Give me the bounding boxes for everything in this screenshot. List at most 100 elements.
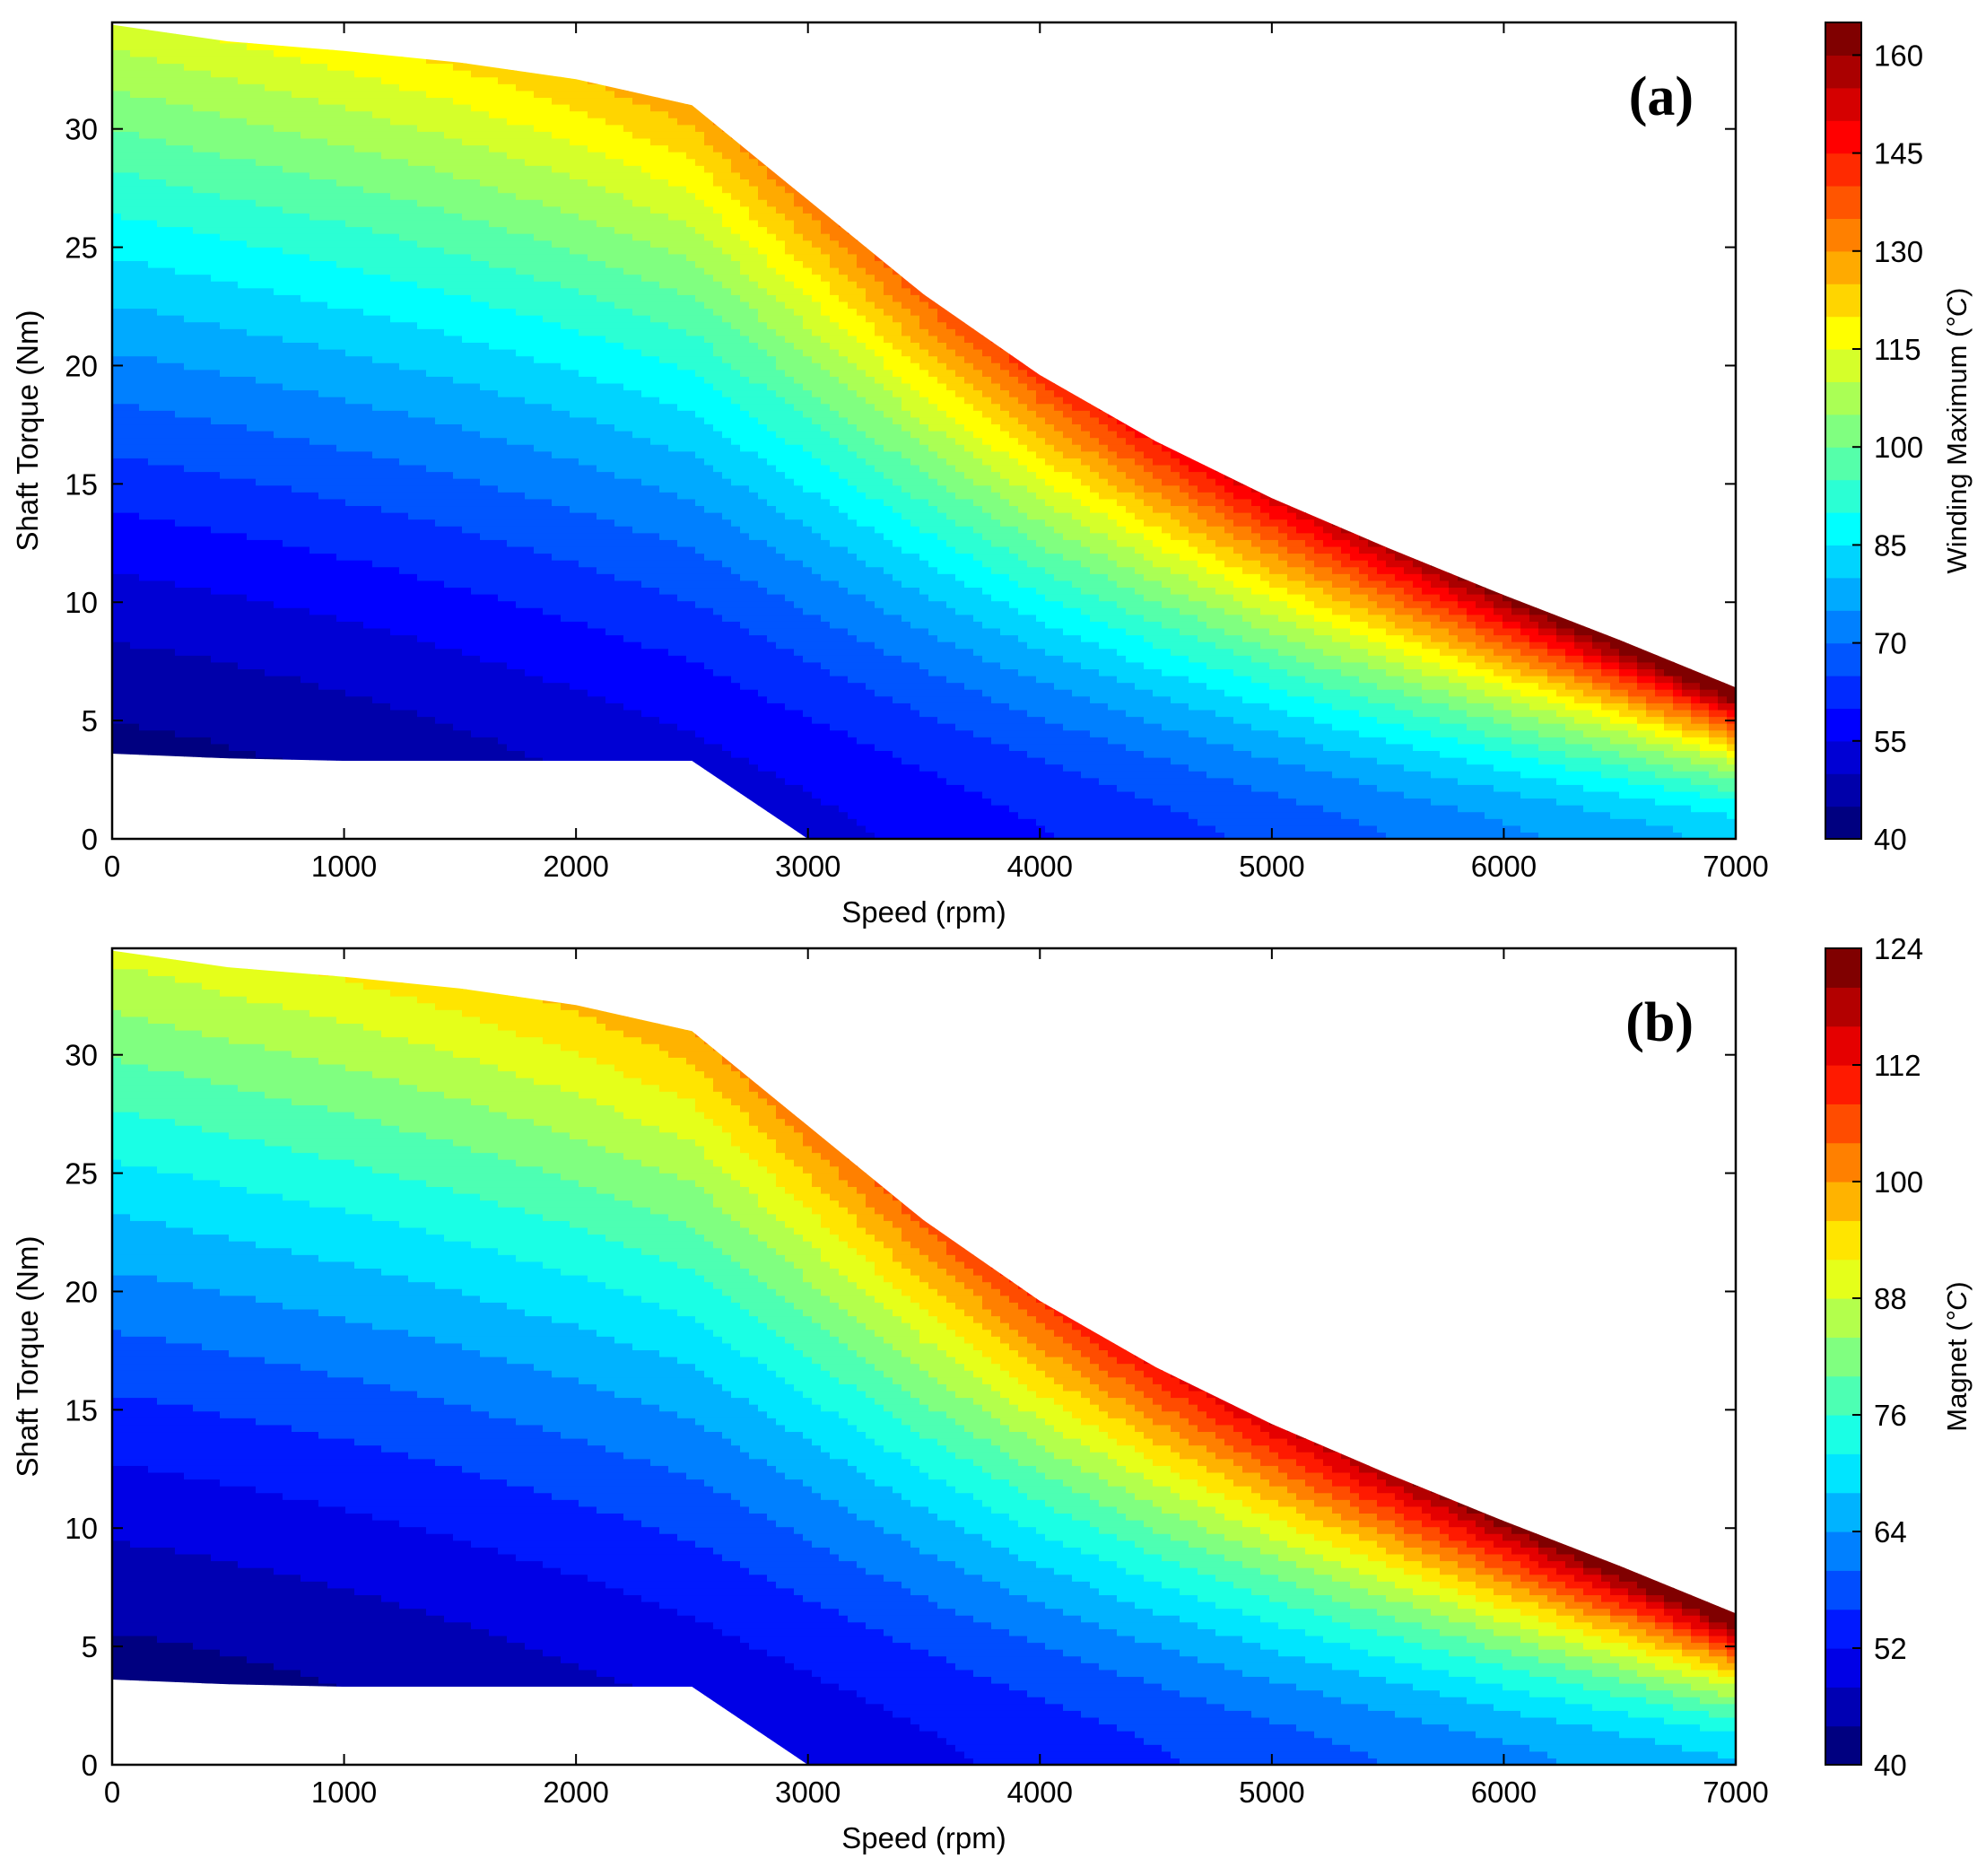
contour-cell: [354, 186, 364, 194]
contour-cell: [202, 355, 212, 363]
contour-cell: [130, 450, 140, 458]
contour-cell: [301, 750, 310, 758]
contour-cell: [256, 403, 266, 411]
contour-cell: [256, 790, 266, 799]
contour-cell: [471, 641, 481, 650]
contour-cell: [327, 118, 337, 126]
contour-cell: [157, 376, 167, 384]
contour-cell: [193, 607, 203, 615]
contour-cell: [372, 573, 382, 581]
contour-cell: [435, 661, 445, 670]
contour-cell: [139, 587, 149, 595]
contour-cell: [157, 716, 167, 724]
contour-cell: [309, 498, 319, 507]
contour-cell: [354, 403, 364, 411]
contour-cell: [417, 301, 427, 310]
contour-cell: [148, 382, 158, 391]
contour-cell: [193, 219, 203, 228]
contour-cell: [265, 382, 274, 391]
contour-cell: [309, 634, 319, 642]
contour-cell: [417, 648, 427, 656]
contour-cell: [318, 315, 328, 323]
contour-cell: [112, 301, 122, 310]
contour-cell: [274, 689, 283, 697]
contour-cell: [480, 545, 490, 554]
contour-cell: [444, 458, 454, 466]
contour-cell: [363, 661, 373, 670]
contour-cell: [309, 205, 319, 214]
contour-cell: [121, 600, 131, 608]
contour-cell: [112, 165, 122, 173]
contour-cell: [345, 416, 355, 425]
contour-cell: [408, 655, 418, 663]
contour-cell: [220, 498, 230, 507]
contour-cell: [318, 144, 328, 153]
contour-cell: [247, 137, 257, 146]
contour-cell: [292, 689, 301, 697]
contour-cell: [112, 410, 122, 418]
contour-cell: [292, 655, 301, 663]
contour-cell: [399, 403, 409, 411]
contour-cell: [121, 369, 131, 377]
contour-cell: [390, 668, 400, 676]
contour-cell: [229, 431, 239, 439]
contour-cell: [157, 545, 167, 554]
contour-cell: [408, 573, 418, 581]
contour-cell: [354, 519, 364, 527]
contour-cell: [112, 492, 122, 500]
contour-cell: [480, 627, 490, 636]
contour-cell: [211, 124, 221, 132]
contour-cell: [220, 226, 230, 234]
contour-cell: [130, 519, 140, 527]
contour-cell: [139, 743, 149, 752]
contour-cell: [480, 580, 490, 589]
contour-cell: [283, 607, 292, 615]
contour-cell: [175, 192, 185, 200]
contour-cell: [435, 362, 445, 371]
contour-cell: [175, 205, 185, 214]
contour-cell: [112, 97, 122, 105]
contour-cell: [139, 545, 149, 554]
contour-cell: [148, 682, 158, 690]
contour-cell: [202, 63, 212, 71]
contour-cell: [256, 818, 266, 826]
contour-cell: [327, 240, 337, 248]
contour-cell: [175, 376, 185, 384]
contour-cell: [220, 771, 230, 779]
contour-cell: [462, 777, 472, 785]
contour-cell: [426, 376, 436, 384]
contour-cell: [462, 42, 472, 50]
contour-cell: [408, 301, 418, 310]
contour-cell: [166, 450, 176, 458]
contour-cell: [229, 709, 239, 718]
contour-cell: [417, 389, 427, 397]
contour-cell: [444, 171, 454, 180]
contour-cell: [211, 382, 221, 391]
contour-cell: [309, 526, 319, 534]
contour-cell: [175, 226, 185, 234]
contour-cell: [471, 695, 481, 703]
contour-cell: [292, 179, 301, 187]
contour-cell: [112, 349, 122, 357]
contour-cell: [444, 274, 454, 282]
contour-cell: [202, 627, 212, 636]
contour-cell: [336, 580, 346, 589]
contour-cell: [139, 818, 149, 826]
contour-cell: [247, 811, 257, 819]
contour-cell: [408, 70, 418, 78]
contour-cell: [166, 539, 176, 547]
contour-cell: [265, 423, 274, 432]
contour-cell: [184, 137, 194, 146]
contour-cell: [229, 70, 239, 78]
contour-cell: [480, 423, 490, 432]
contour-cell: [121, 342, 131, 350]
contour-cell: [157, 771, 167, 779]
contour-cell: [390, 655, 400, 663]
contour-cell: [202, 165, 212, 173]
contour-cell: [292, 213, 301, 221]
contour-cell: [345, 798, 355, 806]
contour-cell: [345, 369, 355, 377]
contour-cell: [426, 573, 436, 581]
contour-cell: [139, 790, 149, 799]
contour-cell: [327, 63, 337, 71]
